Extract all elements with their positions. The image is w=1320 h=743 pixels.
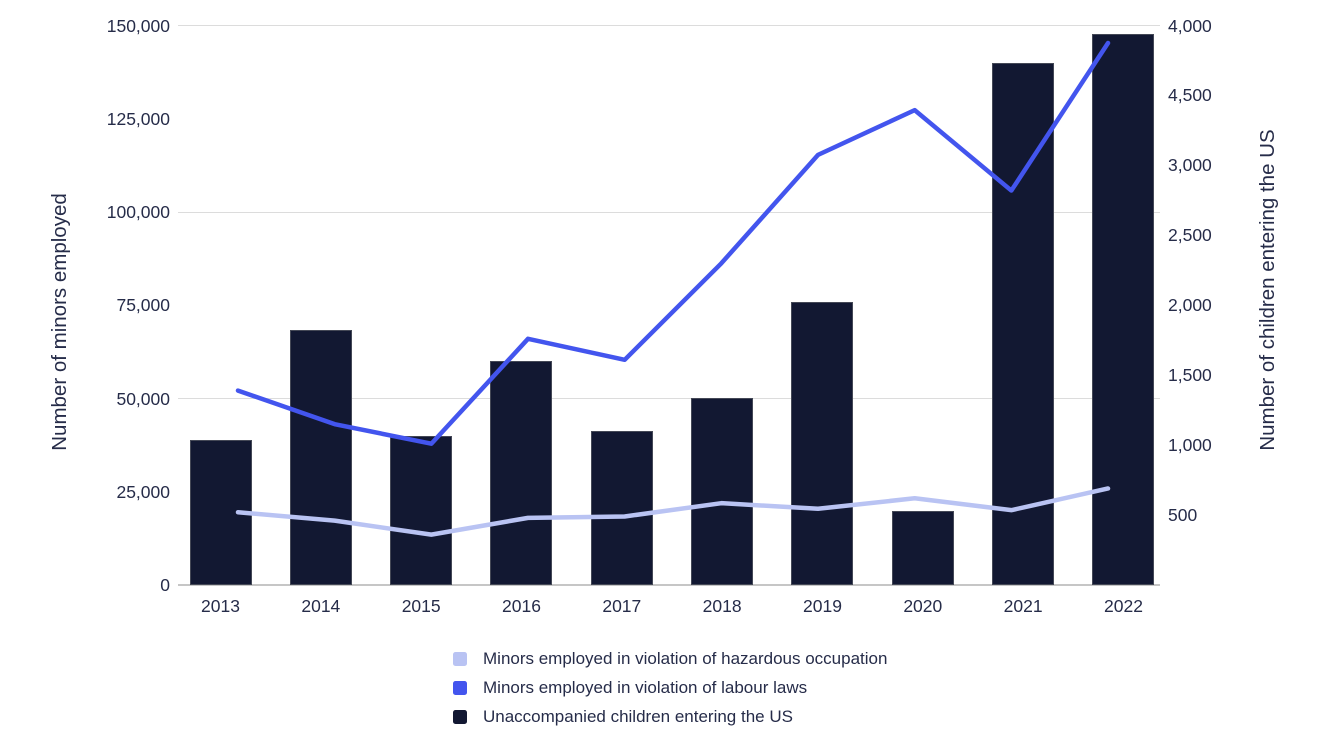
- bar-unaccompanied-children-2021[interactable]: [992, 62, 1055, 585]
- x-axis-label-2017: 2017: [602, 596, 642, 616]
- line-labour-laws[interactable]: [235, 40, 1111, 446]
- left-tick-label: 125,000: [106, 108, 170, 129]
- right-tick-label: 2,500: [1168, 225, 1212, 246]
- right-tick-label: 3,000: [1168, 155, 1212, 176]
- x-axis-label-2013: 2013: [201, 596, 240, 616]
- right-tick-label: 1,500: [1168, 365, 1212, 386]
- legend-item-unaccompanied-children[interactable]: Unaccompanied children entering the US: [453, 702, 887, 731]
- left-tick-label: 150,000: [106, 15, 170, 36]
- legend: Minors employed in violation of hazardou…: [453, 644, 887, 731]
- legend-label: Unaccompanied children entering the US: [483, 706, 793, 726]
- legend-item-labour-laws[interactable]: Minors employed in violation of labour l…: [453, 673, 887, 702]
- right-tick-label: 500: [1168, 505, 1198, 526]
- left-tick-label: 75,000: [116, 295, 170, 316]
- left-tick-label: 25,000: [116, 481, 170, 502]
- bar-unaccompanied-children-2014[interactable]: [289, 329, 352, 585]
- bar-unaccompanied-children-2017[interactable]: [590, 430, 653, 585]
- x-axis-label-2018: 2018: [702, 596, 742, 616]
- bar-unaccompanied-children-2018[interactable]: [691, 398, 754, 585]
- right-tick-label: 4,000: [1168, 15, 1212, 36]
- gridline: [178, 211, 1160, 213]
- x-axis-label-2014: 2014: [301, 596, 341, 616]
- bar-unaccompanied-children-2016[interactable]: [490, 361, 553, 585]
- gridline: [178, 398, 1160, 399]
- right-tick-label: 2,000: [1168, 295, 1212, 316]
- y-axis-title-left: Number of minors employed: [48, 193, 71, 451]
- gridline: [178, 25, 1160, 26]
- left-tick-label: 0: [160, 575, 170, 595]
- right-tick-label: 1,000: [1168, 435, 1212, 456]
- x-axis-label-2016: 2016: [502, 596, 541, 616]
- bar-unaccompanied-children-2019[interactable]: [791, 301, 854, 585]
- left-tick-label: 100,000: [106, 202, 170, 222]
- legend-swatch-labour-laws: [453, 680, 467, 695]
- x-axis-label-2022: 2022: [1104, 596, 1143, 616]
- right-tick-label: 4,500: [1168, 85, 1212, 106]
- x-axis-label-2015: 2015: [401, 596, 441, 616]
- left-tick-label: 50,000: [116, 388, 170, 409]
- legend-swatch-hazardous-occupation: [453, 651, 467, 666]
- bar-unaccompanied-children-2020[interactable]: [891, 511, 954, 585]
- legend-swatch-unaccompanied-children: [453, 709, 467, 724]
- x-axis-label-2021: 2021: [1003, 596, 1043, 616]
- x-axis-line: [178, 584, 1160, 586]
- line-hazardous-occupation[interactable]: [235, 486, 1111, 537]
- y-axis-title-right: Number of children entering the US: [1256, 129, 1279, 451]
- x-axis-label-2019: 2019: [803, 596, 842, 616]
- legend-item-hazardous-occupation[interactable]: Minors employed in violation of hazardou…: [453, 644, 887, 673]
- x-axis-label-2020: 2020: [903, 596, 943, 616]
- legend-label: Minors employed in violation of labour l…: [483, 677, 808, 697]
- legend-label: Minors employed in violation of hazardou…: [483, 648, 888, 668]
- bar-unaccompanied-children-2022[interactable]: [1092, 34, 1155, 585]
- bar-unaccompanied-children-2015[interactable]: [390, 436, 453, 585]
